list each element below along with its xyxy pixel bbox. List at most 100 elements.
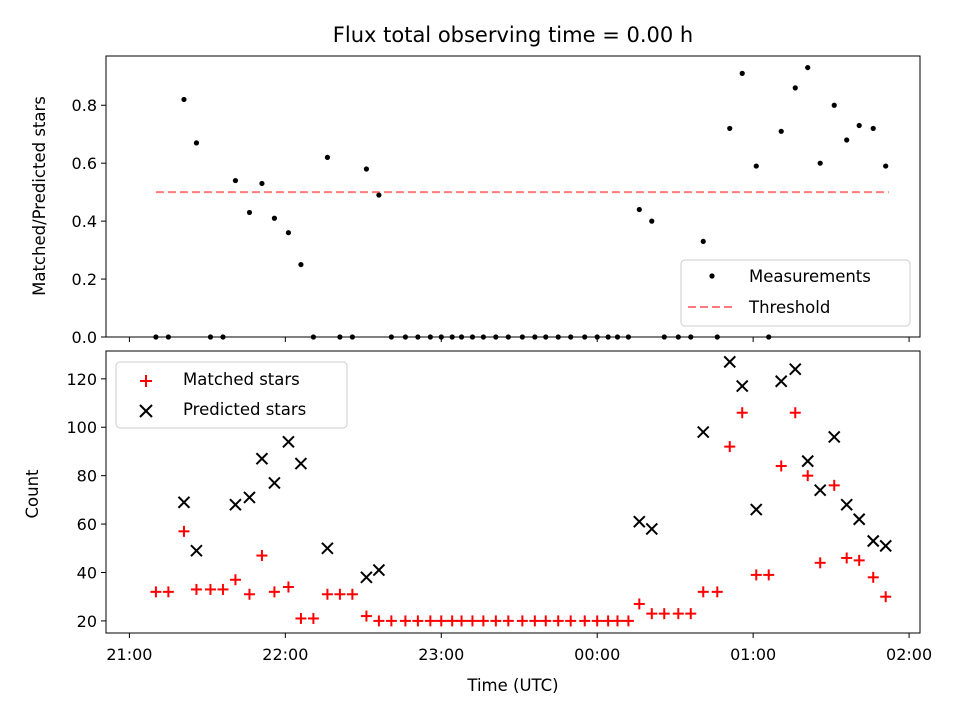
matched-star-point bbox=[814, 557, 826, 569]
x-tick-label: 21:00 bbox=[106, 645, 152, 664]
legend-predicted-label: Predicted stars bbox=[183, 400, 306, 419]
matched-star-point bbox=[282, 581, 294, 593]
x-tick-label: 01:00 bbox=[730, 645, 776, 664]
predicted-star-point bbox=[229, 498, 242, 511]
measurement-point bbox=[298, 261, 304, 268]
predicted-star-point bbox=[723, 355, 736, 369]
predicted-star-point bbox=[801, 454, 814, 468]
measurement-point bbox=[805, 64, 811, 71]
bottom-legend-box bbox=[115, 361, 348, 429]
predicted-star-point bbox=[789, 362, 802, 376]
legend-matched-marker bbox=[140, 375, 152, 387]
matched-star-point bbox=[399, 615, 411, 627]
predicted-star-point bbox=[255, 452, 269, 465]
matched-star-point bbox=[633, 598, 645, 610]
matched-star-point bbox=[268, 586, 280, 598]
predicted-star-point bbox=[736, 379, 749, 393]
x-tick-label: 00:00 bbox=[574, 645, 620, 664]
matched-star-point bbox=[424, 615, 436, 627]
matched-star-point bbox=[190, 583, 202, 595]
measurement-point bbox=[700, 238, 706, 245]
measurement-point bbox=[324, 154, 331, 160]
matched-star-point bbox=[217, 583, 229, 595]
matched-star-point bbox=[178, 525, 190, 537]
measurement-point bbox=[753, 163, 759, 169]
bottom-x-ticks: 21:00 22:00 23:00 00:00 01:00 02:00 bbox=[106, 633, 932, 664]
y-tick-label: 20 bbox=[77, 612, 97, 631]
matched-star-point bbox=[711, 586, 723, 598]
top-axes-frame bbox=[105, 55, 921, 338]
measurement-point bbox=[259, 180, 265, 187]
predicted-star-point bbox=[294, 457, 308, 470]
predicted-star-point bbox=[268, 476, 281, 490]
legend-predicted-marker bbox=[139, 404, 153, 418]
matched-star-point bbox=[880, 591, 892, 603]
predicted-star-point bbox=[372, 563, 386, 577]
y-tick-label: 40 bbox=[77, 563, 97, 582]
legend-matched-label: Matched stars bbox=[183, 370, 300, 389]
measurement-point bbox=[636, 206, 642, 213]
measurement-point bbox=[649, 218, 655, 224]
matched-star-point bbox=[456, 615, 468, 627]
matched-star-point bbox=[529, 615, 541, 627]
matched-star-point bbox=[802, 470, 814, 482]
matched-star-point bbox=[565, 615, 577, 627]
matched-star-point bbox=[346, 588, 358, 600]
predicted-star-point bbox=[867, 534, 880, 548]
matched-star-point bbox=[622, 615, 634, 627]
x-axis-label: Time (UTC) bbox=[466, 676, 558, 695]
bottom-legend: Matched stars Predicted stars bbox=[115, 361, 348, 429]
predicted-star-points bbox=[177, 355, 892, 584]
bottom-y-ticks: 20 40 60 80 100 120 bbox=[66, 370, 106, 631]
matched-star-point bbox=[540, 615, 552, 627]
predicted-star-point bbox=[879, 539, 892, 553]
matched-star-point bbox=[736, 407, 748, 419]
matched-star-point bbox=[685, 608, 697, 620]
y-tick-label: 0.6 bbox=[72, 154, 97, 173]
legend-measurement-marker bbox=[709, 273, 715, 279]
matched-star-point bbox=[204, 583, 216, 595]
predicted-star-point bbox=[750, 503, 763, 516]
measurement-point bbox=[246, 209, 253, 216]
predicted-star-point bbox=[828, 430, 841, 444]
matched-star-point bbox=[446, 615, 458, 627]
matched-star-point bbox=[516, 615, 528, 627]
y-tick-label: 80 bbox=[77, 467, 97, 486]
matched-star-point bbox=[853, 554, 865, 566]
matched-star-point bbox=[724, 441, 736, 453]
measurement-point bbox=[792, 85, 798, 91]
measurement-point bbox=[193, 140, 200, 146]
matched-star-point bbox=[867, 571, 879, 583]
measurement-point bbox=[232, 177, 239, 184]
matched-star-point bbox=[150, 586, 162, 598]
y-tick-label: 0.2 bbox=[72, 270, 97, 289]
y-tick-label: 0.4 bbox=[72, 212, 97, 231]
measurement-point bbox=[870, 125, 876, 132]
matched-star-point bbox=[697, 586, 709, 598]
bottom-axes-frame bbox=[105, 350, 921, 634]
x-tick-label: 23:00 bbox=[418, 645, 464, 664]
matched-star-point bbox=[611, 615, 623, 627]
legend-measurements-label: Measurements bbox=[749, 267, 871, 286]
measurement-point bbox=[285, 230, 292, 236]
top-legend-box bbox=[680, 259, 911, 327]
matched-star-point bbox=[775, 460, 787, 472]
y-tick-label: 100 bbox=[66, 418, 97, 437]
matched-star-point bbox=[435, 615, 447, 627]
y-tick-label: 120 bbox=[66, 370, 97, 389]
predicted-star-point bbox=[282, 435, 295, 448]
measurement-point bbox=[181, 96, 187, 103]
top-y-axis-label: Matched/Predicted stars bbox=[30, 96, 49, 296]
measurement-point bbox=[778, 128, 784, 134]
matched-star-point bbox=[658, 608, 670, 620]
matched-star-point bbox=[243, 588, 255, 600]
measurement-point bbox=[739, 70, 745, 76]
predicted-star-point bbox=[852, 513, 866, 526]
matched-star-point bbox=[789, 407, 801, 419]
matched-star-point bbox=[750, 569, 762, 581]
measurement-point bbox=[883, 163, 889, 169]
predicted-star-point bbox=[813, 483, 827, 497]
y-tick-label: 0.8 bbox=[72, 96, 97, 115]
